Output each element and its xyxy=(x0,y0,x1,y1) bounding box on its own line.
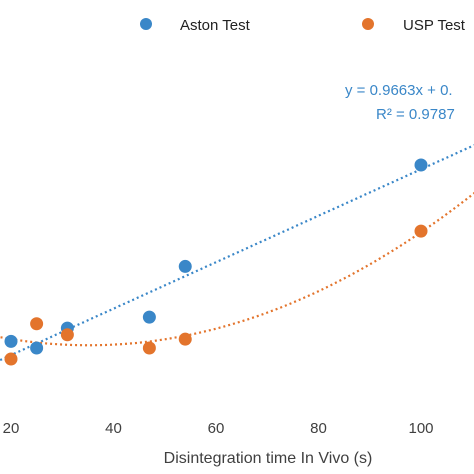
trendlines xyxy=(0,144,474,362)
data-point-usp xyxy=(142,341,156,355)
data-point-aston xyxy=(30,341,44,355)
legend-marker-aston xyxy=(140,18,152,30)
trendline-aston xyxy=(0,144,474,362)
legend-marker-usp xyxy=(362,18,374,30)
x-tick-label: 20 xyxy=(3,420,20,437)
trendline-r-squared: R² = 0.9787 xyxy=(376,106,455,123)
legend: Aston Test USP Test xyxy=(140,17,466,34)
x-tick-label: 40 xyxy=(105,420,122,437)
data-points xyxy=(4,158,428,366)
x-axis: 20 40 60 80 100 xyxy=(3,420,434,437)
data-point-usp xyxy=(4,352,18,366)
data-point-usp xyxy=(60,328,74,342)
data-point-aston xyxy=(4,334,18,348)
data-point-aston xyxy=(414,158,428,172)
data-point-usp xyxy=(30,317,44,331)
x-tick-label: 100 xyxy=(408,420,433,437)
trendline-usp xyxy=(0,191,474,347)
data-point-usp xyxy=(414,224,428,238)
x-tick-label: 80 xyxy=(310,420,327,437)
data-point-usp xyxy=(178,332,192,346)
data-point-aston xyxy=(178,259,192,273)
legend-label-usp: USP Test xyxy=(403,17,466,34)
x-axis-title: Disintegration time In Vivo (s) xyxy=(164,450,373,467)
x-tick-label: 60 xyxy=(208,420,225,437)
trendline-equation: y = 0.9663x + 0. xyxy=(345,82,453,99)
data-point-aston xyxy=(142,310,156,324)
legend-label-aston: Aston Test xyxy=(180,17,251,34)
